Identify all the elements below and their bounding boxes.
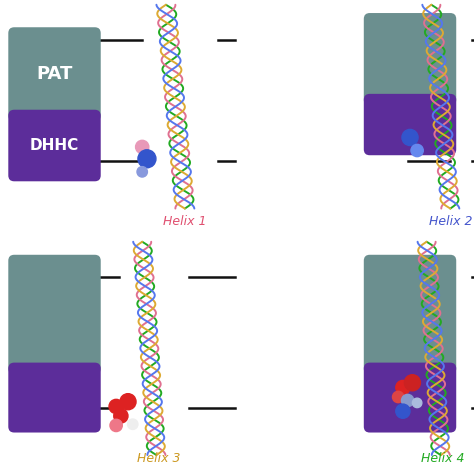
Text: Helix 3: Helix 3 (137, 452, 181, 465)
Circle shape (396, 380, 410, 394)
Circle shape (136, 140, 149, 154)
Circle shape (412, 398, 422, 408)
Circle shape (120, 393, 136, 410)
Text: Helix 2: Helix 2 (428, 215, 472, 228)
FancyBboxPatch shape (8, 363, 100, 432)
FancyBboxPatch shape (364, 255, 456, 374)
FancyBboxPatch shape (364, 363, 456, 432)
Circle shape (401, 394, 414, 407)
Circle shape (392, 392, 404, 403)
Circle shape (396, 404, 410, 418)
FancyBboxPatch shape (364, 94, 456, 155)
Circle shape (137, 167, 147, 177)
Text: DHHC: DHHC (30, 138, 79, 153)
Circle shape (402, 129, 418, 146)
FancyBboxPatch shape (8, 110, 100, 181)
Text: Helix 1: Helix 1 (163, 215, 207, 228)
Circle shape (109, 399, 123, 413)
Circle shape (110, 419, 122, 432)
Circle shape (404, 374, 420, 391)
FancyBboxPatch shape (8, 27, 100, 122)
Circle shape (411, 145, 423, 156)
Text: PAT: PAT (36, 65, 73, 83)
Circle shape (128, 419, 138, 429)
Text: Helix 4: Helix 4 (421, 452, 465, 465)
Circle shape (138, 150, 156, 168)
FancyBboxPatch shape (8, 255, 100, 374)
FancyBboxPatch shape (364, 13, 456, 106)
Circle shape (114, 409, 128, 423)
